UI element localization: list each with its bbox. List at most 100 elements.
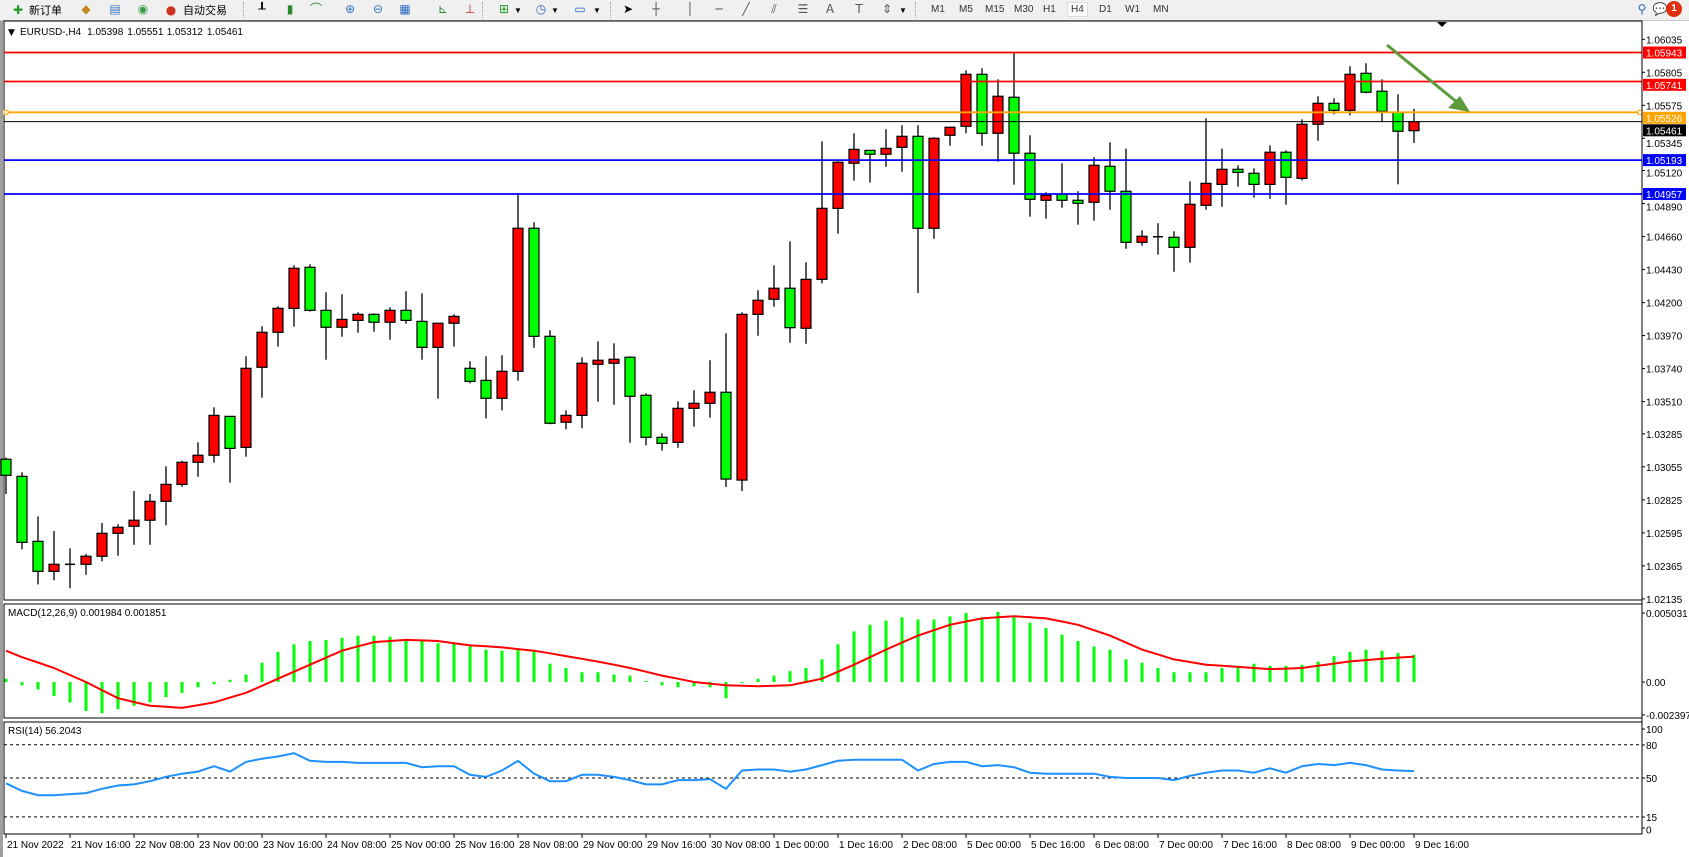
candlestick-chart-icon[interactable]: ▮: [286, 2, 294, 16]
candle[interactable]: [1008, 52, 1020, 185]
horizontal-line-icon[interactable]: ─: [715, 2, 723, 16]
candle[interactable]: [912, 125, 924, 293]
candle[interactable]: [1088, 157, 1100, 221]
candle[interactable]: [1104, 142, 1116, 210]
candle[interactable]: [960, 70, 972, 134]
candle[interactable]: [1153, 223, 1163, 255]
fibonacci-icon[interactable]: ☰: [797, 2, 809, 16]
timeframe-m15[interactable]: M15: [985, 4, 1005, 15]
candle[interactable]: [1168, 231, 1180, 272]
arrows-dropdown-icon[interactable]: ▼: [899, 5, 907, 15]
text-icon[interactable]: A: [825, 2, 835, 16]
candle[interactable]: [672, 401, 684, 448]
line-chart-icon[interactable]: ⌒: [309, 2, 322, 16]
templates-icon[interactable]: ▭: [574, 2, 586, 16]
notification-badge[interactable]: 1: [1666, 1, 1682, 17]
candle[interactable]: [512, 193, 524, 381]
market-watch-icon[interactable]: ◆: [81, 2, 91, 16]
candle[interactable]: [576, 357, 588, 429]
candle[interactable]: [1264, 145, 1276, 199]
candle[interactable]: [96, 522, 108, 562]
candle[interactable]: [432, 322, 444, 399]
candle[interactable]: [1312, 96, 1324, 141]
bar-chart-icon[interactable]: ┸: [258, 2, 266, 16]
candle[interactable]: [336, 294, 348, 337]
candle[interactable]: [416, 293, 428, 360]
candle[interactable]: [224, 415, 236, 483]
candle[interactable]: [592, 341, 604, 402]
candle[interactable]: [48, 531, 60, 581]
candle[interactable]: [288, 265, 300, 327]
candle[interactable]: [768, 265, 780, 307]
candle[interactable]: [1360, 63, 1372, 94]
main-price-panel[interactable]: [0, 20, 1645, 601]
line-anchor-handle[interactable]: [1637, 109, 1643, 115]
candle[interactable]: [528, 222, 540, 348]
periods-dropdown-icon[interactable]: ▼: [551, 5, 559, 15]
candle[interactable]: [400, 291, 412, 324]
candle[interactable]: [608, 343, 620, 405]
candle[interactable]: [864, 149, 876, 183]
signals-icon[interactable]: ◉: [137, 2, 149, 16]
candle[interactable]: [0, 457, 12, 494]
candle[interactable]: [65, 548, 75, 589]
notification-icon[interactable]: 💬: [1652, 2, 1668, 16]
candle[interactable]: [1024, 135, 1036, 217]
candle[interactable]: [928, 137, 940, 239]
candle[interactable]: [816, 141, 828, 284]
candle[interactable]: [1248, 168, 1260, 198]
timeframe-d1[interactable]: D1: [1099, 4, 1112, 15]
candle[interactable]: [208, 407, 220, 463]
timeframe-m5[interactable]: M5: [959, 4, 973, 15]
timeframe-mn[interactable]: MN: [1153, 4, 1169, 15]
equidistant-channel-icon[interactable]: ⫽: [771, 2, 777, 16]
candle[interactable]: [352, 312, 364, 333]
candle[interactable]: [1136, 230, 1148, 246]
candle[interactable]: [784, 241, 796, 343]
candle[interactable]: [1216, 148, 1228, 207]
candle[interactable]: [640, 393, 652, 446]
indicators-icon[interactable]: ⊞: [498, 2, 510, 16]
candle[interactable]: [752, 290, 764, 336]
tile-windows-icon[interactable]: ▦: [399, 2, 411, 16]
candle[interactable]: [848, 133, 860, 181]
search-icon[interactable]: ⚲: [1637, 2, 1647, 16]
candle[interactable]: [480, 356, 492, 419]
vertical-line-icon[interactable]: │: [686, 2, 694, 16]
candle[interactable]: [688, 390, 700, 427]
navigator-icon[interactable]: ▤: [109, 2, 121, 16]
candle[interactable]: [272, 306, 284, 347]
candle[interactable]: [1376, 79, 1388, 123]
candle[interactable]: [1296, 119, 1308, 181]
candle[interactable]: [944, 126, 956, 146]
candle[interactable]: [320, 292, 332, 360]
candle[interactable]: [112, 524, 124, 556]
candle[interactable]: [464, 361, 476, 384]
candle[interactable]: [192, 442, 204, 477]
candle[interactable]: [1040, 192, 1052, 219]
candle[interactable]: [896, 125, 908, 172]
candle[interactable]: [624, 356, 636, 443]
auto-trading-button[interactable]: ● 自动交易: [163, 2, 227, 18]
candle[interactable]: [704, 360, 716, 418]
chart-shift-marker-icon[interactable]: [1437, 22, 1447, 27]
new-order-button[interactable]: ✚ 新订单: [10, 2, 62, 18]
zoom-out-icon[interactable]: ⊖: [372, 2, 384, 16]
auto-scroll-icon[interactable]: ⊾: [437, 2, 449, 16]
candle[interactable]: [32, 516, 44, 585]
candle[interactable]: [256, 326, 268, 398]
candle[interactable]: [1184, 181, 1196, 263]
candle[interactable]: [1344, 66, 1356, 116]
timeframe-m30[interactable]: M30: [1014, 4, 1034, 15]
candle[interactable]: [736, 312, 748, 491]
trend-arrow-line[interactable]: [1386, 43, 1459, 105]
candle[interactable]: [544, 330, 556, 425]
zoom-in-icon[interactable]: ⊕: [344, 2, 356, 16]
timeframe-m1[interactable]: M1: [931, 4, 945, 15]
arrows-icon[interactable]: ⇕: [881, 2, 893, 16]
periods-icon[interactable]: ◷: [535, 2, 547, 16]
candle[interactable]: [176, 460, 188, 487]
chart-shift-icon[interactable]: ⊥: [464, 2, 476, 16]
candle[interactable]: [720, 333, 732, 487]
